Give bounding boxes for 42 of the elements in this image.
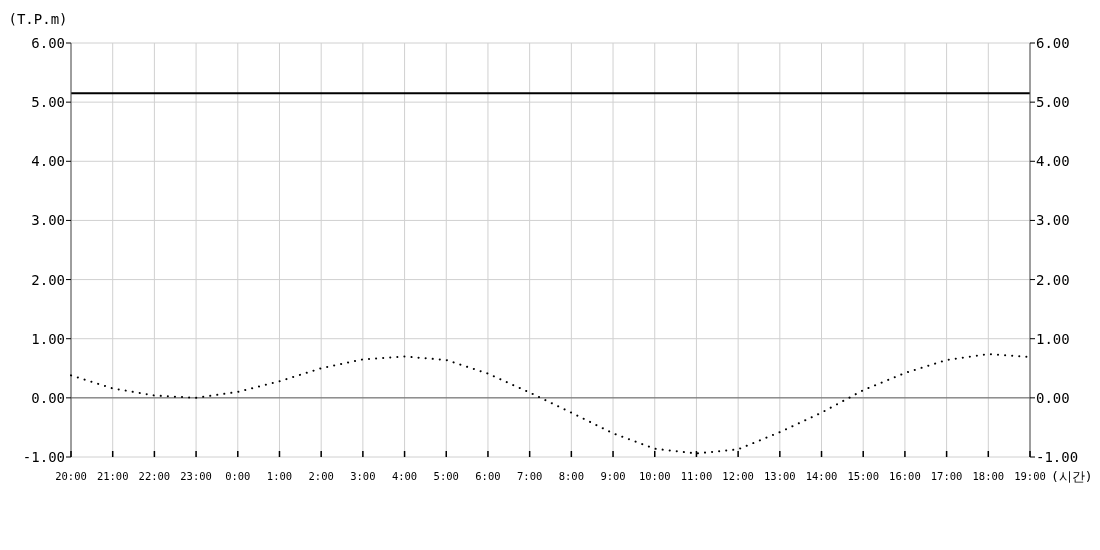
x-tick-label: 11:00: [680, 470, 713, 482]
x-tick-label: 0:00: [225, 470, 251, 482]
x-tick-label: 16:00: [889, 470, 921, 482]
y-axis-title: (T.P.m): [8, 11, 68, 27]
x-tick-label: 17:00: [930, 470, 963, 482]
y2-tick-label: 4.00: [1036, 153, 1070, 170]
y2-tick-label: 5.00: [1036, 94, 1070, 111]
x-tick-label: 13:00: [764, 470, 796, 482]
y-tick-label: 4.00: [31, 153, 65, 170]
y-tick-label: 1.00: [31, 330, 65, 347]
x-tick-label: 1:00: [266, 470, 293, 482]
x-tick-label: 19:00: [1014, 470, 1046, 482]
x-tick-label: 22:00: [138, 470, 171, 482]
x-tick-label: 20:00: [55, 470, 87, 482]
x-tick-label: 10:00: [638, 470, 671, 482]
x-tick-label: 3:00: [350, 470, 376, 482]
y2-tick-label: 2.00: [1036, 271, 1070, 288]
y2-tick-label: 3.00: [1036, 212, 1070, 229]
x-tick-label: 12:00: [722, 470, 754, 482]
x-tick-label: 6:00: [475, 470, 501, 482]
y2-tick-label: 6.00: [1036, 35, 1070, 51]
x-tick-label: 9:00: [600, 470, 626, 482]
y2-tick-label: 0.00: [1036, 389, 1070, 406]
x-tick-label: 15:00: [847, 470, 880, 482]
y-tick-label: 3.00: [31, 212, 65, 229]
x-tick-label: 14:00: [805, 470, 838, 482]
y2-tick-label: -1.00: [1036, 449, 1079, 465]
x-axis-title: (시간): [1051, 469, 1093, 484]
x-tick-label: 21:00: [96, 470, 129, 482]
y-tick-label: 6.00: [31, 35, 65, 51]
y-tick-label: 2.00: [31, 271, 65, 288]
x-tick-label: 5:00: [433, 470, 459, 482]
y-tick-label: 5.00: [31, 94, 65, 111]
x-tick-label: 7:00: [517, 470, 543, 482]
y-tick-label: 0.00: [31, 389, 65, 406]
y-tick-label: -1.00: [22, 449, 65, 465]
x-tick-label: 18:00: [972, 470, 1005, 482]
x-tick-label: 8:00: [558, 470, 584, 482]
x-tick-label: 23:00: [180, 470, 212, 482]
y2-tick-label: 1.00: [1036, 330, 1070, 347]
x-tick-label: 2:00: [308, 470, 334, 482]
x-tick-label: 4:00: [391, 470, 418, 482]
